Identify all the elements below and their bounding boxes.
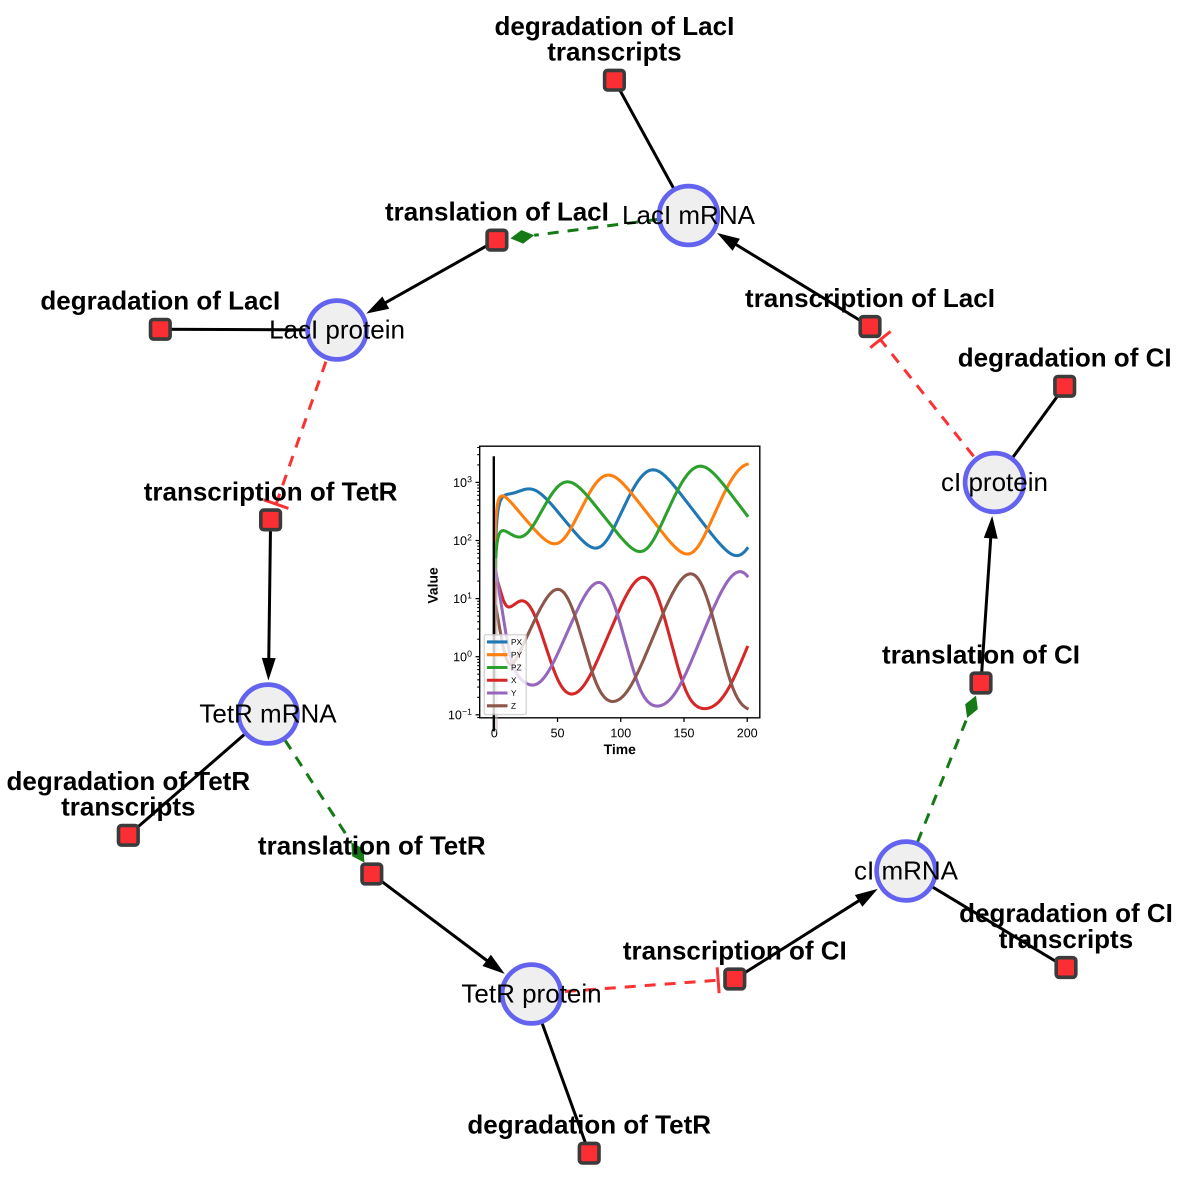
- svg-text:translation of TetR: translation of TetR: [258, 830, 486, 860]
- svg-text:transcription of LacI: transcription of LacI: [745, 283, 995, 313]
- svg-text:degradation of TetR: degradation of TetR: [467, 1110, 711, 1140]
- svg-text:TetR mRNA: TetR mRNA: [199, 699, 337, 729]
- svg-text:TetR protein: TetR protein: [461, 979, 601, 1009]
- svg-text:transcripts: transcripts: [547, 37, 681, 67]
- svg-text:degradation of LacI: degradation of LacI: [40, 286, 280, 316]
- svg-text:degradation of CI: degradation of CI: [958, 343, 1172, 373]
- svg-text:cI protein: cI protein: [941, 467, 1048, 497]
- svg-text:transcripts: transcripts: [999, 924, 1133, 954]
- svg-text:LacI mRNA: LacI mRNA: [622, 200, 756, 230]
- svg-text:degradation of TetR: degradation of TetR: [6, 766, 250, 796]
- svg-text:transcription of CI: transcription of CI: [623, 935, 847, 965]
- svg-text:transcription of TetR: transcription of TetR: [144, 476, 398, 506]
- svg-text:translation of CI: translation of CI: [882, 639, 1080, 669]
- svg-text:cI mRNA: cI mRNA: [854, 856, 959, 886]
- svg-text:LacI protein: LacI protein: [269, 315, 405, 345]
- svg-text:translation of LacI: translation of LacI: [385, 197, 609, 227]
- svg-text:degradation of LacI: degradation of LacI: [494, 11, 734, 41]
- svg-text:degradation of CI: degradation of CI: [959, 898, 1173, 928]
- svg-text:transcripts: transcripts: [61, 792, 195, 822]
